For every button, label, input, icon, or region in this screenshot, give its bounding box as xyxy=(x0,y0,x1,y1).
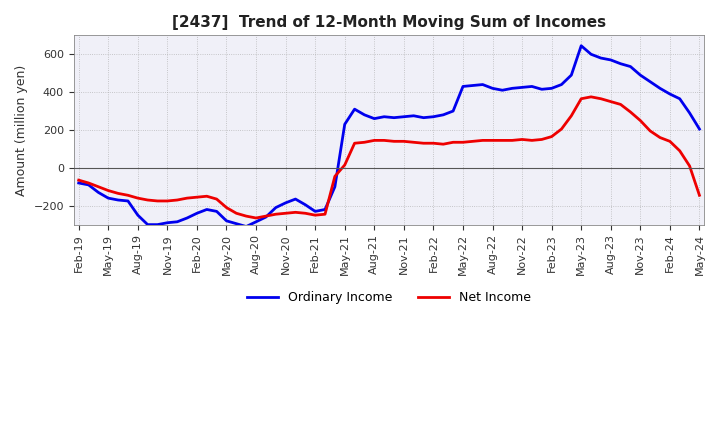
Ordinary Income xyxy=(695,126,703,132)
Legend: Ordinary Income, Net Income: Ordinary Income, Net Income xyxy=(242,286,536,309)
Net Income xyxy=(429,141,438,146)
Title: [2437]  Trend of 12-Month Moving Sum of Incomes: [2437] Trend of 12-Month Moving Sum of I… xyxy=(172,15,606,30)
Net Income xyxy=(252,215,261,220)
Ordinary Income xyxy=(341,122,349,127)
Net Income xyxy=(153,198,162,204)
Ordinary Income xyxy=(478,82,487,87)
Net Income xyxy=(478,138,487,143)
Ordinary Income xyxy=(577,43,585,48)
Net Income xyxy=(74,177,83,183)
Ordinary Income xyxy=(390,115,398,120)
Net Income xyxy=(587,94,595,99)
Line: Ordinary Income: Ordinary Income xyxy=(78,46,699,227)
Ordinary Income xyxy=(74,180,83,186)
Ordinary Income xyxy=(429,114,438,119)
Net Income xyxy=(488,138,497,143)
Ordinary Income xyxy=(153,222,162,227)
Ordinary Income xyxy=(488,86,497,91)
Line: Net Income: Net Income xyxy=(78,97,699,218)
Ordinary Income xyxy=(242,224,251,229)
Net Income xyxy=(341,162,349,168)
Net Income xyxy=(695,193,703,198)
Net Income xyxy=(390,139,398,144)
Y-axis label: Amount (million yen): Amount (million yen) xyxy=(15,64,28,196)
